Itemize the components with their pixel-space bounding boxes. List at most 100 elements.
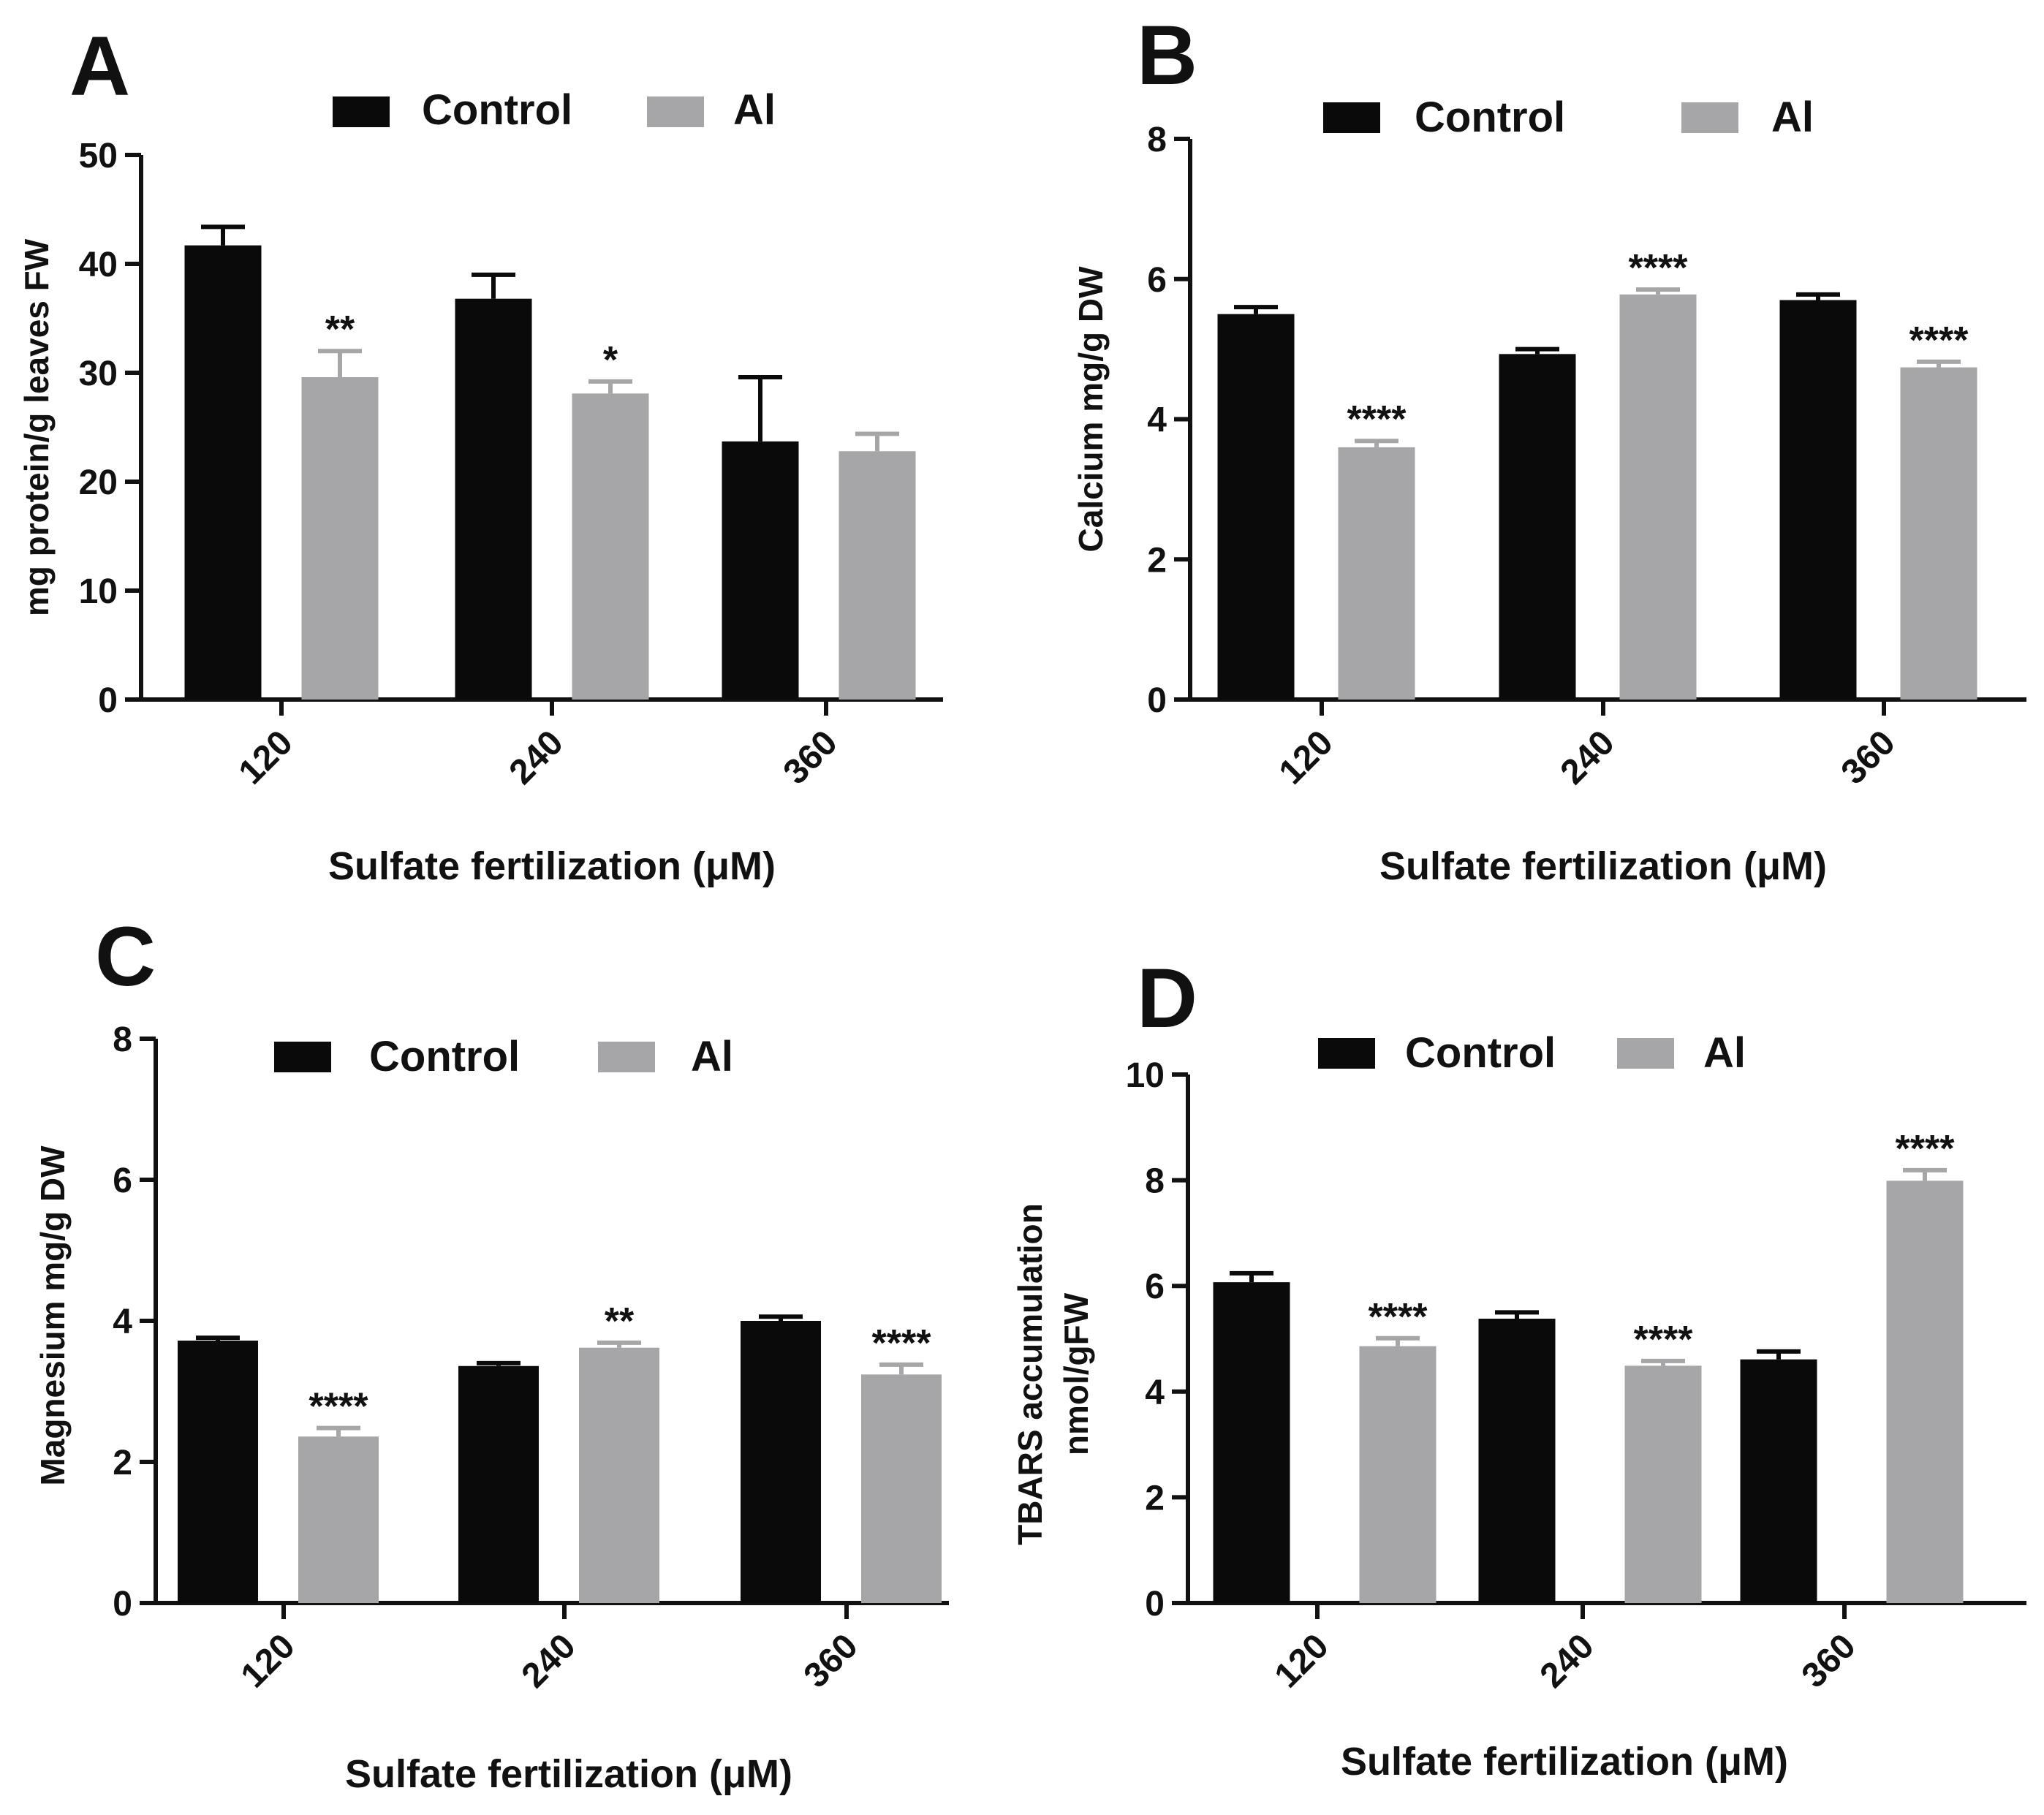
panel-a-y-tick-label: 40 [79, 246, 118, 284]
panel-a-legend-control-swatch [333, 96, 390, 127]
panel-c-x-tick-label: 120 [234, 1626, 303, 1695]
panel-c-x-tick-label: 240 [515, 1626, 583, 1695]
panel-c-bar-al [861, 1374, 942, 1603]
panel-c-y-tick-label: 6 [113, 1162, 132, 1200]
panel-d-ylabel-line2: nmol/gFW [1057, 1292, 1095, 1455]
panel-d-bar-al [1624, 1365, 1702, 1603]
panel-b-y-tick-label: 4 [1147, 401, 1167, 440]
panel-d: D Control Al TBARS accumulation nmol/gFW… [1011, 952, 2026, 1784]
panel-b-plot: 0 2 4 6 8 120 240 360 **** **** **** [1147, 121, 2026, 792]
panel-a-y-tick-label: 30 [79, 355, 118, 393]
panel-c-label: C [95, 910, 156, 1004]
panel-a-label: A [69, 20, 130, 113]
panel-a-x-tick-label: 360 [776, 723, 845, 792]
panel-c-bar-al [298, 1436, 379, 1603]
panel-c-legend-al-swatch [598, 1042, 655, 1072]
panel-b-x-tick-label: 240 [1553, 723, 1622, 792]
panel-a-bar-control [455, 298, 532, 700]
panel-c-y-tick-label: 8 [113, 1020, 132, 1059]
panel-d-y-tick-label: 10 [1126, 1056, 1165, 1095]
panel-a-legend-control: Control [422, 86, 572, 134]
panel-b-significance-label: **** [1347, 398, 1407, 441]
panel-b-significance-label: **** [1629, 247, 1689, 289]
panel-c-bar-control [458, 1365, 539, 1603]
panel-c-y-tick-label: 2 [113, 1444, 132, 1482]
panel-c-legend-control-swatch [274, 1042, 331, 1072]
panel-b-bar-control [1217, 314, 1295, 700]
panel-d-bar-control [1213, 1282, 1290, 1603]
panel-c-significance-label: **** [872, 1322, 932, 1365]
panel-b-significance-label: **** [1909, 319, 1969, 362]
panel-a-legend-al: Al [733, 86, 776, 134]
panel-a-y-tick-label: 10 [79, 572, 118, 611]
panel-a-y-tick-label: 50 [79, 137, 118, 175]
panel-c-ylabel: Magnesium mg/g DW [34, 1145, 72, 1486]
panel-b-x-tick-label: 360 [1834, 723, 1903, 792]
panel-c-legend-control: Control [369, 1033, 520, 1080]
panel-c-y-tick-label: 4 [113, 1303, 132, 1341]
panel-d-significance-label: **** [1896, 1128, 1956, 1170]
panel-d-label: D [1137, 952, 1197, 1045]
panel-a-bar-al [839, 451, 916, 700]
panel-c-xlabel: Sulfate fertilization (μM) [345, 1752, 792, 1796]
panel-d-y-tick-label: 2 [1145, 1479, 1165, 1517]
panel-a-x-tick-label: 240 [502, 723, 571, 792]
panel-b-xlabel: Sulfate fertilization (μM) [1379, 844, 1827, 888]
panel-d-y-tick-label: 8 [1145, 1162, 1165, 1201]
panel-a-xlabel: Sulfate fertilization (μM) [328, 844, 776, 888]
panel-b-legend-al-swatch [1681, 102, 1738, 133]
panel-b: B Control Al Calcium mg/g DW Sulfate fer… [1072, 9, 2026, 888]
panel-d-y-tick-label: 4 [1145, 1373, 1165, 1412]
panel-a-bar-al [301, 376, 379, 700]
panel-d-legend-al-swatch [1617, 1038, 1674, 1069]
panel-d-x-tick-label: 360 [1795, 1626, 1863, 1695]
panel-d-y-tick-label: 6 [1145, 1268, 1165, 1306]
panel-c-significance-label: **** [309, 1386, 369, 1428]
panel-a-y-tick-label: 20 [79, 463, 118, 502]
panel-d-legend-control-swatch [1318, 1038, 1375, 1069]
panel-d-legend-control: Control [1405, 1029, 1556, 1077]
panel-b-bar-control [1499, 354, 1576, 700]
panel-c-bar-control [178, 1341, 258, 1603]
panel-a: A Control Al mg protein/g leaves FW Sulf… [18, 20, 943, 888]
panel-d-bar-al [1359, 1346, 1437, 1603]
panel-d-bar-control [1740, 1359, 1817, 1603]
panel-c-legend-al: Al [691, 1033, 733, 1080]
panel-d-bar-control [1478, 1319, 1556, 1603]
panel-a-ylabel: mg protein/g leaves FW [18, 238, 56, 616]
panel-b-legend-al: Al [1771, 94, 1814, 141]
panel-a-significance-label: * [603, 339, 618, 382]
panel-d-significance-label: **** [1369, 1296, 1428, 1338]
panel-b-legend-control: Control [1415, 94, 1565, 141]
panel-b-y-tick-label: 2 [1147, 541, 1167, 580]
panel-b-ylabel: Calcium mg/g DW [1072, 266, 1110, 553]
panel-d-significance-label: **** [1634, 1319, 1694, 1361]
panel-b-y-tick-label: 6 [1147, 261, 1167, 300]
panel-a-significance-label: ** [325, 308, 355, 351]
panel-a-bar-al [572, 393, 649, 700]
panel-c-significance-label: ** [605, 1300, 635, 1343]
panel-b-legend-control-swatch [1323, 102, 1380, 133]
panel-b-bar-al [1338, 447, 1415, 700]
panel-c-y-tick-label: 0 [113, 1585, 132, 1623]
panel-d-bar-al [1886, 1181, 1964, 1603]
panel-a-y-tick-label: 0 [98, 681, 118, 720]
panel-a-x-tick-label: 120 [232, 723, 300, 792]
panel-b-label: B [1137, 9, 1197, 102]
panel-a-legend-al-swatch [647, 96, 704, 127]
panel-d-ylabel-line1: TBARS accumulation [1011, 1203, 1049, 1545]
panel-c: C Control Al Magnesium mg/g DW Sulfate f… [34, 910, 949, 1796]
panel-c-x-tick-label: 360 [797, 1626, 866, 1695]
panel-b-x-tick-label: 120 [1272, 723, 1341, 792]
panel-d-y-tick-label: 0 [1145, 1585, 1165, 1623]
panel-a-bar-control [722, 441, 799, 700]
panel-c-bar-al [579, 1347, 659, 1603]
panel-b-y-tick-label: 0 [1147, 681, 1167, 720]
panel-b-bar-al [1900, 367, 1977, 700]
panel-d-x-tick-label: 240 [1533, 1626, 1602, 1695]
panel-c-bar-control [741, 1321, 821, 1603]
